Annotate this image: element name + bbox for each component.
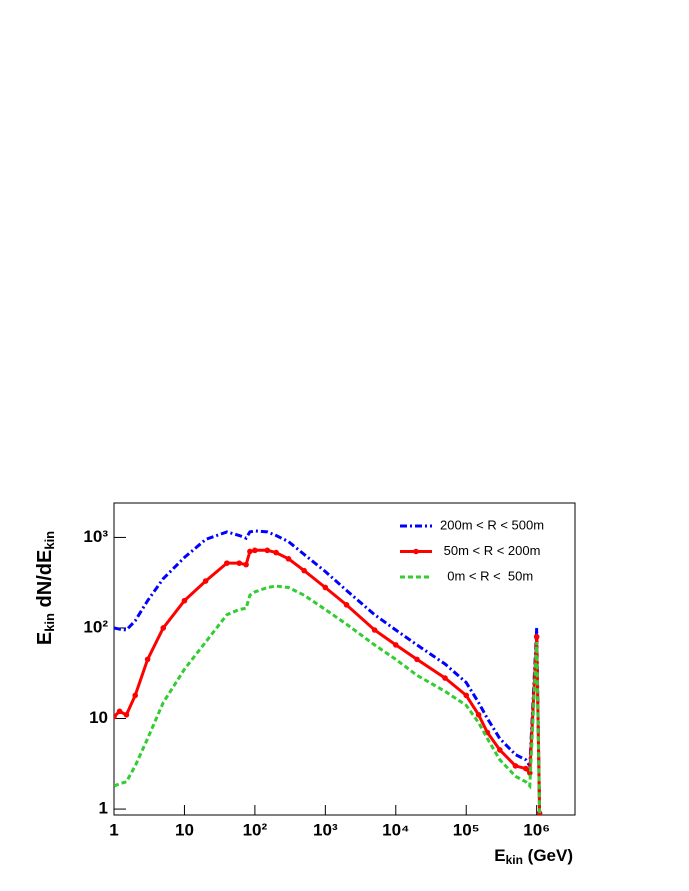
legend-marker bbox=[413, 548, 419, 555]
x-tick-label: 10⁵ bbox=[453, 820, 480, 839]
point-marker bbox=[527, 770, 533, 776]
point-marker bbox=[343, 602, 350, 608]
x-label-part: E bbox=[494, 846, 505, 865]
point-marker bbox=[243, 561, 249, 568]
y-label-part: kin bbox=[42, 531, 57, 550]
point-marker bbox=[322, 584, 329, 591]
y-tick-label: 1 bbox=[99, 799, 108, 818]
point-marker bbox=[132, 692, 139, 699]
y-axis-label: Ekin dN/dEkin bbox=[34, 531, 57, 645]
point-marker bbox=[264, 547, 271, 554]
point-marker bbox=[463, 692, 470, 699]
x-tick-label: 10⁴ bbox=[382, 820, 409, 839]
legend-label: 0m < R < 50m bbox=[440, 568, 533, 583]
point-marker bbox=[285, 556, 292, 562]
point-marker bbox=[371, 627, 378, 633]
legend-label: 50m < R < 200m bbox=[440, 543, 540, 558]
point-marker bbox=[144, 656, 151, 663]
y-tick-label: 10 bbox=[89, 708, 108, 727]
point-marker bbox=[160, 625, 167, 631]
point-marker bbox=[301, 567, 307, 574]
x-label-part: kin bbox=[506, 853, 523, 867]
x-tick-label: 10² bbox=[243, 820, 268, 839]
point-marker bbox=[392, 642, 399, 648]
point-marker bbox=[247, 548, 253, 555]
point-marker bbox=[123, 711, 130, 718]
y-label-part: dN/dE bbox=[34, 550, 56, 613]
y-tick-label: 10² bbox=[83, 617, 108, 636]
series-line bbox=[114, 548, 542, 814]
y-tick-label: 10³ bbox=[83, 527, 108, 546]
point-marker bbox=[273, 549, 279, 556]
point-marker bbox=[224, 560, 230, 566]
x-tick-label: 10³ bbox=[313, 820, 338, 839]
series-line bbox=[114, 584, 542, 814]
series-line bbox=[114, 529, 542, 814]
point-marker bbox=[414, 656, 420, 663]
point-marker bbox=[475, 711, 482, 718]
point-marker bbox=[236, 560, 243, 566]
y-label-part: E bbox=[34, 632, 56, 645]
y-label-part: kin bbox=[42, 613, 57, 632]
point-marker bbox=[497, 747, 503, 753]
point-marker bbox=[512, 763, 519, 769]
x-axis-label: Ekin (GeV) bbox=[494, 846, 573, 867]
x-label-part: (GeV) bbox=[523, 846, 573, 865]
x-tick-label: 1 bbox=[109, 820, 118, 839]
legend-label: 200m < R < 500m bbox=[440, 517, 544, 532]
point-marker bbox=[181, 597, 188, 604]
point-marker bbox=[252, 547, 258, 554]
x-tick-label: 10 bbox=[175, 820, 194, 839]
point-marker bbox=[533, 633, 540, 640]
point-marker bbox=[116, 708, 123, 715]
point-marker bbox=[442, 675, 448, 681]
point-marker bbox=[202, 578, 209, 584]
plot-frame bbox=[113, 502, 576, 816]
point-marker bbox=[522, 765, 529, 772]
x-tick-label: 10⁶ bbox=[523, 820, 550, 839]
point-marker bbox=[114, 713, 117, 720]
